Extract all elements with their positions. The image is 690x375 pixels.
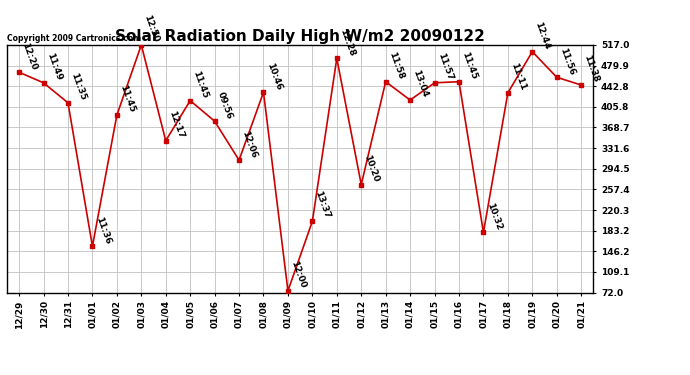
Title: Solar Radiation Daily High W/m2 20090122: Solar Radiation Daily High W/m2 20090122 — [115, 29, 485, 44]
Text: 10:46: 10:46 — [265, 61, 283, 91]
Text: 12:20: 12:20 — [20, 41, 39, 71]
Text: 10:32: 10:32 — [484, 201, 503, 231]
Text: 12:06: 12:06 — [240, 129, 259, 159]
Text: 11:36: 11:36 — [94, 215, 112, 245]
Text: 11:58: 11:58 — [387, 51, 405, 81]
Text: Copyright 2009 Cartronics.com: Copyright 2009 Cartronics.com — [7, 33, 141, 42]
Text: 12:00: 12:00 — [289, 260, 307, 290]
Text: 12:17: 12:17 — [167, 110, 185, 140]
Text: 13:37: 13:37 — [313, 190, 332, 220]
Text: 09:56: 09:56 — [216, 90, 234, 120]
Text: 11:45: 11:45 — [460, 51, 478, 81]
Text: 11:11: 11:11 — [509, 62, 527, 92]
Text: 10:20: 10:20 — [362, 154, 381, 183]
Text: 11:56: 11:56 — [558, 46, 576, 76]
Text: 11:45: 11:45 — [191, 69, 210, 99]
Text: 12:28: 12:28 — [338, 27, 356, 57]
Text: 11:57: 11:57 — [436, 52, 454, 82]
Text: 11:49: 11:49 — [45, 51, 63, 82]
Text: 13:04: 13:04 — [411, 69, 430, 99]
Text: 11:38: 11:38 — [582, 54, 601, 84]
Text: 11:35: 11:35 — [69, 72, 88, 102]
Text: 12:50: 12:50 — [143, 14, 161, 44]
Text: 12:44: 12:44 — [533, 20, 552, 51]
Text: 11:45: 11:45 — [118, 84, 137, 114]
